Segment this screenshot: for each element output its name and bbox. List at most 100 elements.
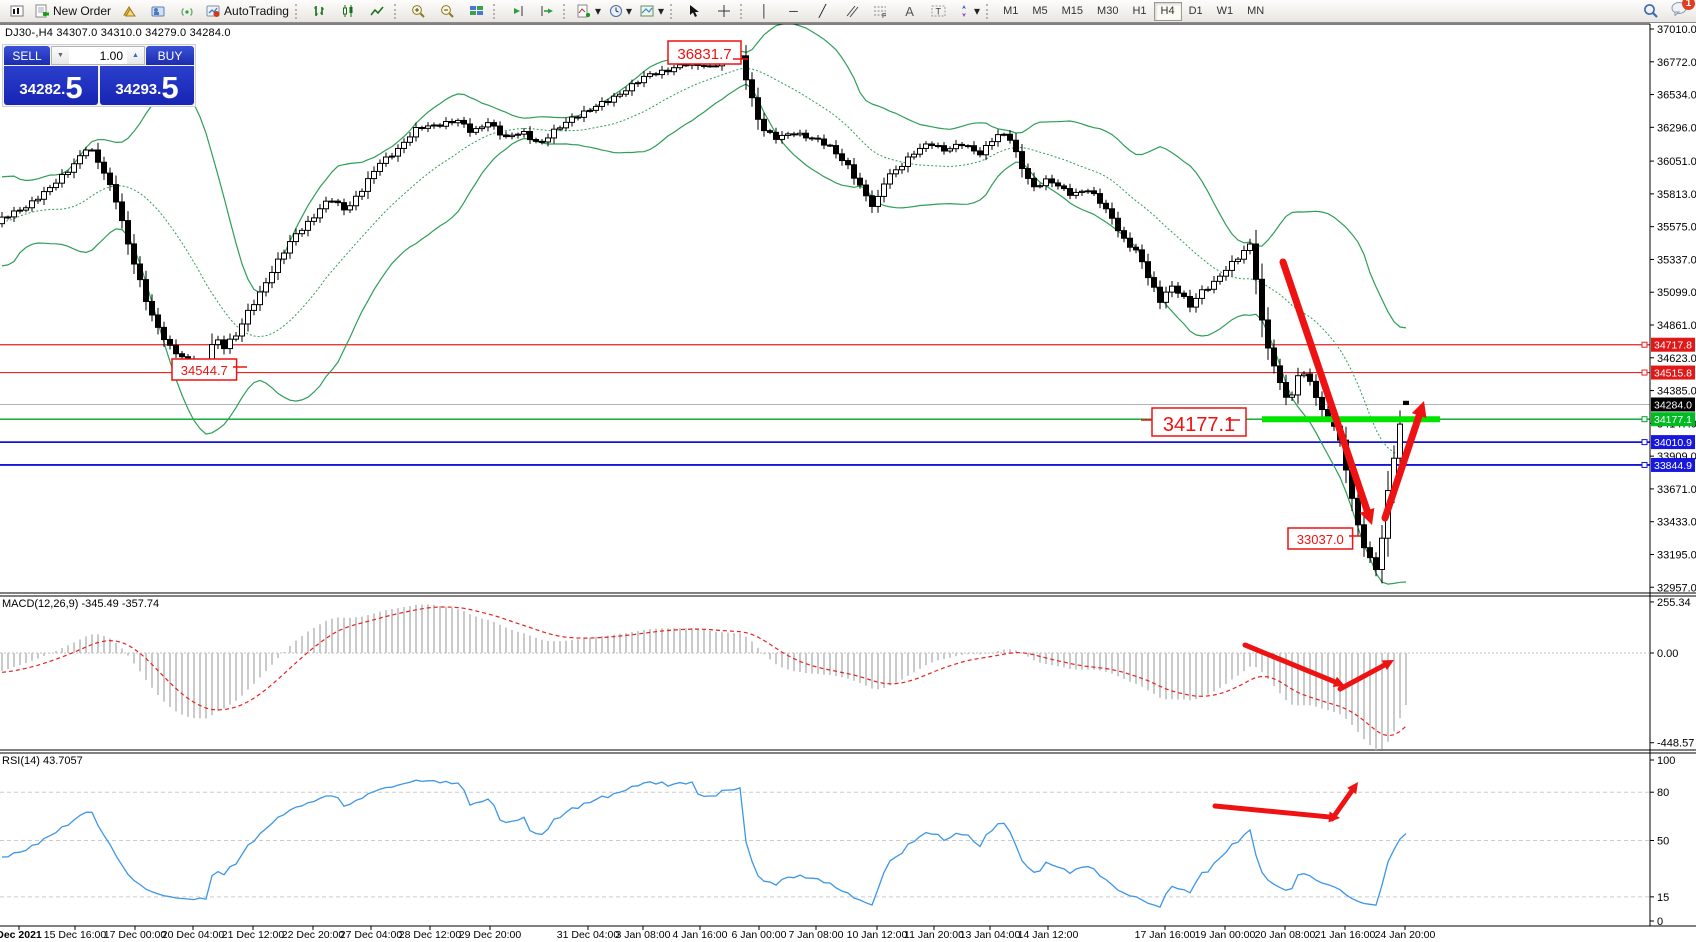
time-label: 29 Dec 20:00: [459, 929, 522, 941]
svg-text:T: T: [936, 7, 942, 17]
buy-button[interactable]: BUY: [146, 46, 194, 65]
candlestick-mode-icon[interactable]: [334, 1, 363, 22]
new-order-button[interactable]: New Order: [31, 1, 115, 22]
new-chart-icon[interactable]: [2, 1, 31, 22]
zoom-out-icon[interactable]: [433, 1, 462, 22]
autotrading-button[interactable]: AutoTrading: [202, 1, 293, 22]
signals-icon[interactable]: [173, 1, 202, 22]
annotation-text: 33037.0: [1297, 532, 1344, 547]
volume-value[interactable]: 1.00: [99, 48, 123, 63]
chart-shift-icon[interactable]: [532, 1, 561, 22]
time-label: 20 Jan 08:00: [1255, 929, 1316, 941]
timeframe-button-M1[interactable]: M1: [1003, 5, 1019, 17]
sell-button[interactable]: SELL: [4, 46, 50, 65]
price-tick: 32957.0: [1657, 582, 1696, 594]
trend-arrow: [1329, 788, 1355, 822]
volume-increase-button[interactable]: ▲: [127, 47, 144, 64]
price-badge: 34717.8: [1654, 340, 1692, 352]
time-label: 20 Dec 04:00: [162, 929, 225, 941]
annotation-box: [1151, 407, 1247, 437]
new-order-icon: [35, 4, 49, 17]
zoom-in-icon[interactable]: [404, 1, 433, 22]
buy-price-main: 34293.: [115, 81, 162, 98]
price-tick: 36296.0: [1657, 122, 1696, 134]
rsi-scale-tick: 15: [1657, 892, 1669, 904]
annotation-box: [1287, 527, 1354, 550]
crosshair-tool-icon[interactable]: [709, 1, 738, 22]
horizontal-line-tool-icon[interactable]: ─: [789, 4, 798, 18]
sell-price-pip: 5: [65, 70, 83, 105]
text-tool-icon[interactable]: A: [905, 3, 914, 19]
trendline-tool-icon[interactable]: ╱: [818, 4, 827, 18]
price-tick: 35099.0: [1657, 287, 1696, 299]
price-tick: 36051.0: [1657, 156, 1696, 168]
timeframe-button-M5[interactable]: M5: [1032, 5, 1048, 17]
trend-arrow: [1381, 412, 1423, 522]
toolbar-grip: [294, 3, 301, 19]
annotation-box: [667, 40, 742, 65]
time-label: 27 Dec 04:00: [340, 929, 403, 941]
price-tick: 34623.0: [1657, 353, 1696, 365]
cursor-tool-icon[interactable]: [680, 1, 709, 22]
price-tick: 33671.0: [1657, 484, 1696, 496]
search-icon[interactable]: [1636, 1, 1665, 22]
candles-layer: [0, 45, 1409, 584]
time-label: 28 Dec 12:00: [399, 929, 462, 941]
trend-arrow: [1279, 258, 1371, 514]
svg-text:F: F: [882, 13, 886, 18]
macd-scale-tick: -448.57: [1657, 738, 1694, 750]
timeframe-button-MN[interactable]: MN: [1247, 5, 1265, 17]
arrows-tool-button[interactable]: ▾: [953, 1, 984, 22]
market-watch-icon[interactable]: [115, 1, 144, 22]
auto-scroll-icon[interactable]: [503, 1, 532, 22]
volume-stepper: ▼ 1.00 ▲: [51, 46, 145, 65]
bollinger-middle: [1, 67, 1407, 456]
volume-decrease-button[interactable]: ▼: [52, 47, 69, 64]
channel-tool-icon[interactable]: [837, 1, 866, 22]
timeframe-button-H1[interactable]: H1: [1132, 5, 1147, 17]
sell-price-main: 34282.: [19, 81, 66, 98]
templates-button[interactable]: ▾: [636, 1, 668, 22]
price-tick: 35575.0: [1657, 222, 1696, 234]
time-label: 14 Jan 12:00: [1018, 929, 1079, 941]
macd-scale-tick: 255.34: [1657, 597, 1691, 609]
one-click-trading-panel: SELL ▼ 1.00 ▲ BUY 34282. 5 34293. 5: [2, 44, 196, 107]
annotation-text: 36831.7: [677, 46, 731, 63]
rsi-scale-tick: 100: [1657, 755, 1675, 767]
price-tick: 37010.0: [1657, 24, 1696, 36]
indicators-list-button[interactable]: ▾: [573, 1, 605, 22]
timeframe-button-M15[interactable]: M15: [1061, 5, 1084, 17]
line-chart-mode-icon[interactable]: [363, 1, 392, 22]
periods-button[interactable]: ▾: [605, 1, 636, 22]
new-order-label: New Order: [53, 4, 112, 18]
tile-windows-icon[interactable]: [462, 1, 491, 22]
timeframe-button-H4[interactable]: H4: [1153, 1, 1182, 21]
toolbar-grip: [740, 3, 746, 19]
macd-signal-line: [1, 606, 1407, 737]
price-badge: 34177.1: [1654, 414, 1692, 426]
annotation-text: 34544.7: [181, 363, 228, 378]
dropdown-arrow-icon: ▾: [625, 4, 633, 18]
toolbar-grip: [670, 3, 676, 19]
price-tick: 35813.0: [1657, 189, 1696, 201]
timeframe-button-W1[interactable]: W1: [1216, 5, 1234, 17]
sell-price[interactable]: 34282. 5: [4, 66, 98, 105]
metaeditor-icon[interactable]: [144, 1, 173, 22]
fibonacci-tool-icon[interactable]: F: [866, 1, 895, 22]
bar-chart-mode-icon[interactable]: [305, 1, 334, 22]
time-label: 19 Jan 00:00: [1195, 929, 1256, 941]
notifications-button[interactable]: 1: [1671, 0, 1695, 21]
text-label-tool-icon[interactable]: T: [924, 1, 953, 22]
trend-arrow: [1242, 642, 1338, 685]
time-label: 6 Jan 00:00: [732, 929, 787, 941]
timeframe-button-M30[interactable]: M30: [1097, 5, 1119, 17]
price-tick: 34861.0: [1657, 320, 1696, 332]
bollinger-lower: [1, 83, 1407, 585]
timeframe-button-D1[interactable]: D1: [1188, 5, 1203, 17]
vertical-line-tool-icon[interactable]: │: [760, 4, 769, 18]
price-tick: 34385.0: [1657, 386, 1696, 398]
price-tick: 36772.0: [1657, 57, 1696, 69]
buy-price[interactable]: 34293. 5: [100, 66, 194, 105]
dropdown-arrow-icon: ▾: [658, 4, 665, 18]
